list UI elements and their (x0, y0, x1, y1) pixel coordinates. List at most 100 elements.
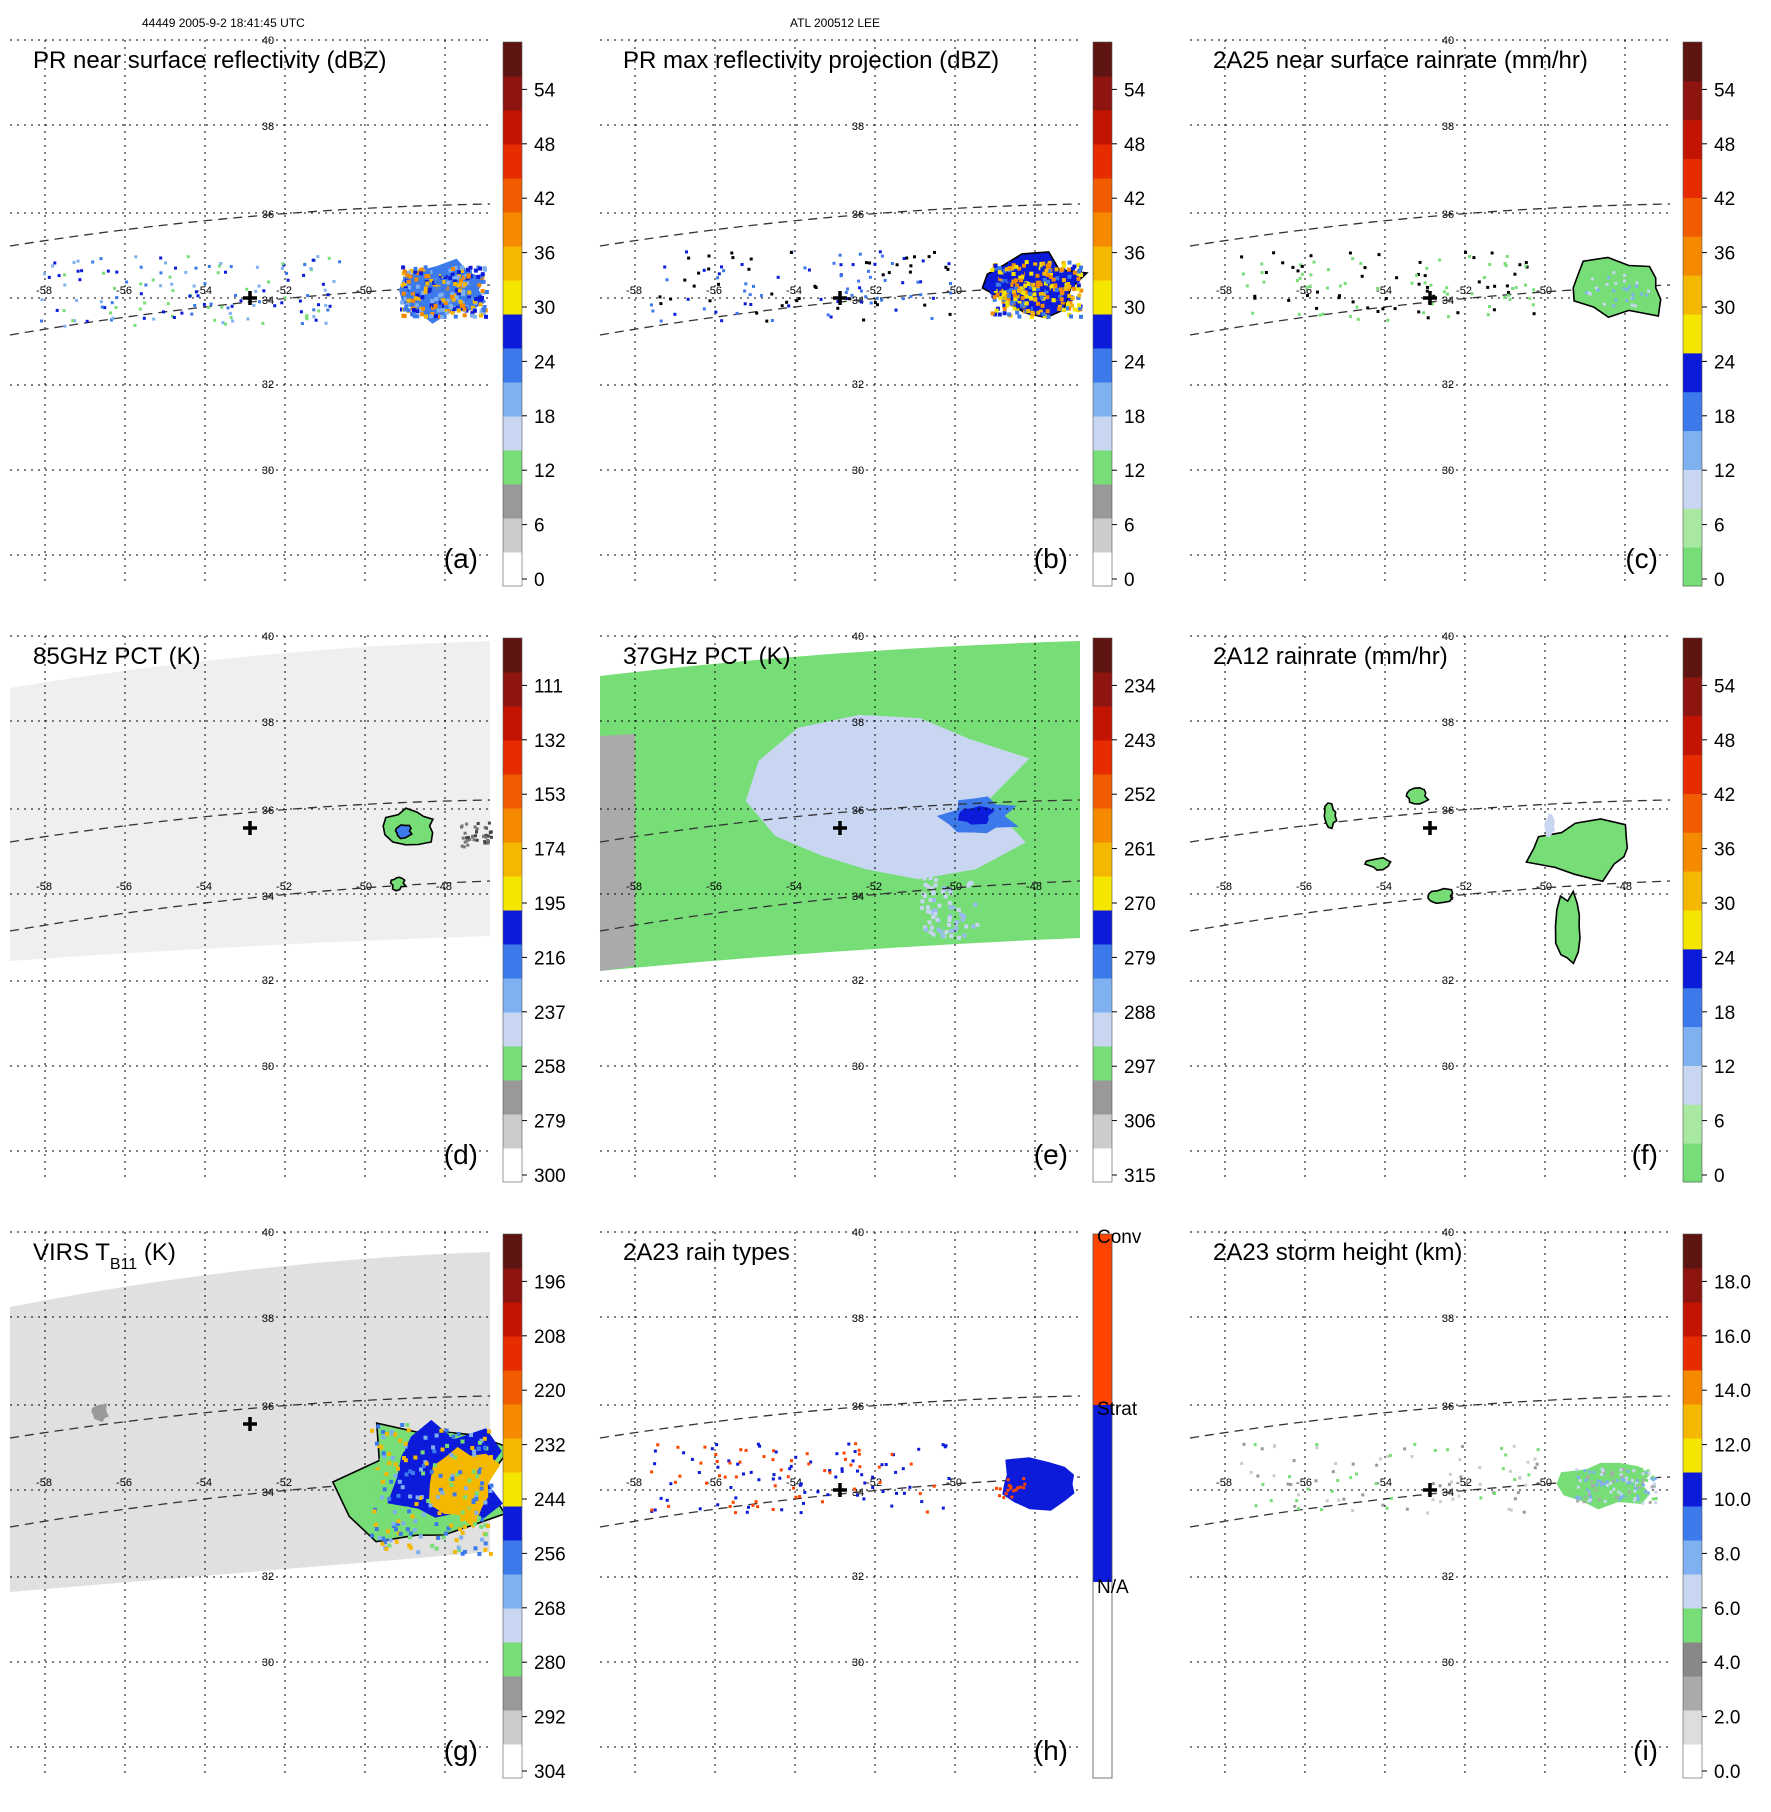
data-pixel (1321, 312, 1325, 316)
data-pixel (1048, 274, 1053, 279)
data-pixel (949, 929, 954, 933)
data-pixel (1046, 314, 1051, 319)
data-pixel (1580, 1486, 1584, 1490)
data-pixel (650, 1508, 654, 1512)
data-pixel (1633, 304, 1637, 308)
storm-center-plus-icon (1423, 291, 1437, 305)
data-pixel (1595, 1489, 1599, 1493)
data-pixel (482, 1488, 487, 1493)
data-pixel (476, 822, 480, 825)
data-pixel (418, 271, 423, 276)
lon-label: -54 (1376, 1477, 1392, 1489)
data-pixel (960, 917, 965, 922)
data-pixel (1042, 291, 1047, 296)
colorbar-tick-label: 18 (1714, 1003, 1735, 1024)
data-pixel (1438, 1484, 1442, 1488)
data-pixel (1393, 307, 1397, 311)
colorbar-tick-label: 12 (1714, 1057, 1735, 1078)
data-pixel (1615, 1499, 1619, 1503)
colorbar-segment (503, 314, 522, 349)
data-pixel (1603, 1499, 1607, 1503)
data-pixel (771, 1458, 775, 1462)
data-pixel (267, 280, 271, 284)
colorbar-segment (1093, 144, 1112, 179)
data-pixel (479, 1475, 484, 1480)
data-pixel (423, 265, 428, 270)
data-pixel (159, 284, 163, 288)
data-pixel (303, 263, 307, 267)
data-pixel (1653, 1477, 1657, 1481)
data-pixel (1609, 1481, 1613, 1485)
data-pixel (1580, 1478, 1584, 1482)
colorbar-segment (1093, 1582, 1112, 1778)
data-pixel (255, 265, 259, 269)
data-pixel (460, 824, 464, 828)
data-pixel (1026, 309, 1031, 313)
lon-label: -50 (356, 881, 372, 893)
data-pixel (414, 303, 419, 308)
colorbar-tick-label: 24 (1714, 948, 1736, 969)
data-pixel (448, 268, 453, 273)
colorbar-segment (503, 1676, 522, 1711)
data-pixel (312, 308, 316, 312)
data-pixel (408, 1494, 413, 1499)
colorbar-tick-label: 315 (1124, 1166, 1156, 1187)
data-pixel (771, 1508, 775, 1511)
data-pixel (273, 304, 277, 308)
data-pixel (1375, 1463, 1379, 1467)
data-pixel (1315, 306, 1319, 310)
data-pixel (474, 286, 479, 291)
data-pixel (707, 267, 711, 271)
data-pixel (925, 1510, 929, 1514)
data-pixel (1010, 1495, 1014, 1499)
data-pixel (792, 1486, 796, 1490)
lon-label: -48 (1616, 881, 1632, 893)
data-pixel (1513, 1497, 1517, 1501)
data-pixel (1586, 1475, 1590, 1479)
data-pixel (890, 262, 894, 265)
data-pixel (921, 259, 925, 263)
data-pixel (473, 268, 478, 273)
data-pixel (449, 1523, 454, 1528)
data-pixel (956, 907, 961, 912)
data-pixel (454, 1538, 459, 1543)
data-pixel (787, 304, 791, 308)
data-pixel (1526, 1460, 1530, 1464)
data-pixel (168, 275, 172, 279)
data-pixel (441, 1535, 446, 1540)
data-pixel (410, 1514, 415, 1519)
data-pixel (432, 1463, 437, 1468)
data-pixel (834, 1475, 838, 1479)
lon-label: -56 (706, 285, 722, 297)
lon-label: -52 (866, 881, 882, 893)
colorbar-tick-label: 12.0 (1714, 1436, 1751, 1457)
data-pixel (731, 256, 735, 260)
data-pixel (723, 1475, 727, 1479)
colorbar-segment (1683, 1438, 1702, 1473)
swath-edge-south (9, 880, 491, 932)
data-pixel (1351, 1509, 1354, 1512)
data-pixel (1024, 294, 1029, 299)
data-pixel (1045, 309, 1050, 314)
data-pixel (1289, 1483, 1293, 1487)
panel-f: 403836343230-58-56-54-52-50-485448423630… (1180, 626, 1770, 1216)
data-pixel (404, 304, 409, 309)
data-pixel (1417, 310, 1421, 314)
data-pixel (1636, 1495, 1640, 1499)
data-pixel (931, 915, 936, 920)
data-pixel (472, 308, 477, 313)
data-pixel (1047, 268, 1052, 273)
data-pixel (840, 1469, 844, 1473)
data-pixel (394, 1527, 398, 1532)
data-pixel (1002, 303, 1007, 308)
data-pixel (488, 1488, 493, 1493)
panel-title: 2A25 near surface rainrate (mm/hr) (1213, 47, 1588, 74)
data-pixel (964, 924, 969, 929)
data-pixel (880, 298, 884, 302)
data-pixel (454, 301, 459, 306)
data-pixel (246, 317, 250, 321)
panel-h: 403836343230-58-56-54-52-50-48ConvStratN… (590, 1222, 1180, 1812)
storm-center-plus-icon (1423, 1483, 1437, 1497)
data-pixel (435, 1495, 440, 1500)
data-pixel (386, 1518, 391, 1523)
